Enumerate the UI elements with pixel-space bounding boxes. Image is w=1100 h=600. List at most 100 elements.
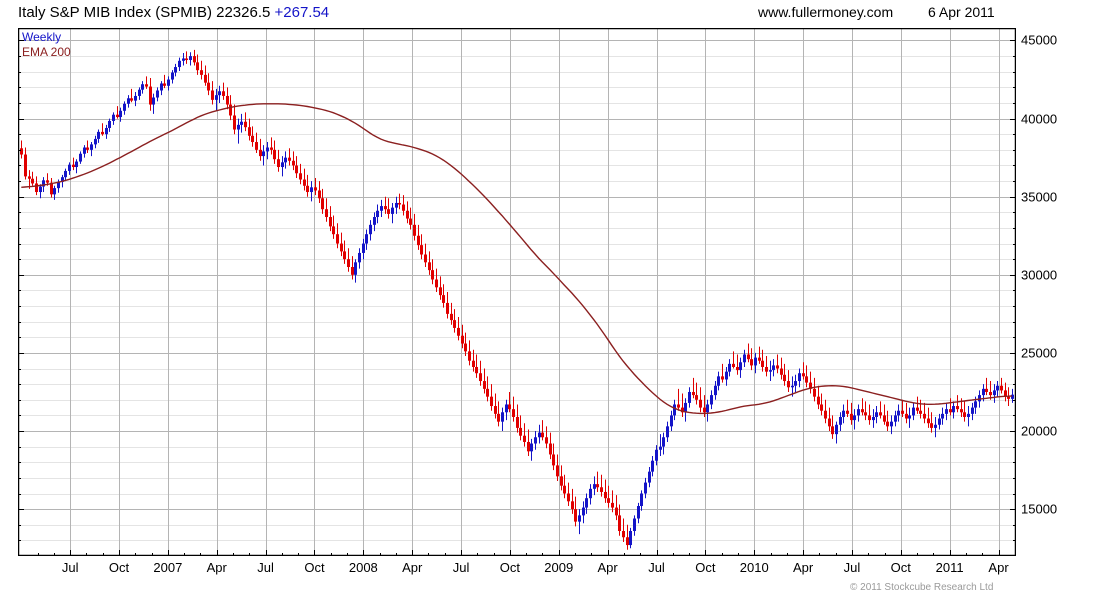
candle-body [83,147,86,154]
x-axis-labels: Jul Oct 2007 Apr Jul Oct 2008 Apr Jul Oct 2009 Apr J… [0,560,1100,580]
x-axis-tick-label: Apr [988,560,1009,575]
candle-body [813,388,816,397]
candle-body [985,388,988,392]
x-axis-tick-label: Oct [890,560,911,575]
y-axis-tick-label: 35000 [1021,189,1058,205]
candle-body [343,251,346,260]
x-axis-tick-label: 2011 [935,560,964,575]
candle-body [347,259,350,268]
candle-body [185,58,188,61]
y-axis-tick-label: 40000 [1021,111,1058,127]
candle-body [706,404,709,413]
candle-body [574,509,577,522]
candle-body [765,366,768,372]
x-axis-tick-label: Jul [843,560,861,575]
candle-body [233,115,236,130]
candle-body [68,164,71,171]
candle-body [79,153,82,162]
candle-body [839,416,842,425]
candle-body [640,493,643,507]
candle-body [930,423,933,428]
candle-body [527,441,530,452]
candle-body [284,157,287,163]
candle-body [875,412,878,417]
candle-body [273,149,276,160]
chart-header: Italy S&P MIB Index (SPMIB) 22326.5 +267… [0,0,1100,26]
candle-body [314,187,317,191]
candle-body [626,537,629,546]
candle-body [541,432,544,438]
candle-body [512,409,515,417]
candle-body [971,407,974,414]
candle-body [883,415,886,422]
candle-body [659,446,662,450]
candle-body [791,385,794,388]
candle-body [259,149,262,157]
candle-body [923,413,926,419]
candle-body [189,56,192,61]
x-axis-tick-label: Oct [108,560,130,575]
candle-body [761,360,764,367]
y-axis-tick-label: 25000 [1021,345,1058,361]
candle-body [380,206,383,211]
y-axis-tick-label: 45000 [1021,32,1058,48]
plot-area[interactable] [18,28,1016,556]
candlestick-series [20,49,1014,550]
candle-body [409,218,412,225]
candle-body [600,487,603,492]
x-axis-tick-label: Apr [597,560,618,575]
x-axis-tick-label: 2007 [153,560,183,575]
candle-body [809,382,812,389]
candle-body [794,381,797,386]
candle-body [75,161,78,168]
candle-body [105,127,108,135]
candle-body [956,406,959,410]
candle-body [442,295,445,303]
chart-date: 6 Apr 2011 [928,4,995,20]
candle-body [850,413,853,421]
candle-body [391,207,394,214]
plot-border [18,28,1016,556]
candle-body [457,327,460,336]
candle-body [277,159,280,168]
source-website[interactable]: www.fullermoney.com [758,4,894,20]
candle-body [919,410,922,414]
candle-body [714,385,717,396]
candle-body [934,424,937,428]
candle-body [222,91,225,96]
candle-body [226,95,229,105]
x-axis-tick-label: Jul [257,560,274,575]
candle-body [50,182,53,195]
candle-body [523,435,526,442]
candle-body [747,354,750,360]
candle-body [967,413,970,417]
candle-body [758,357,761,361]
candle-body [629,531,632,546]
candle-body [824,410,827,419]
candle-body [901,410,904,414]
candle-body [61,177,64,182]
candle-body [989,391,992,396]
candle-body [978,395,981,402]
candle-body [130,98,133,101]
candle-body [373,217,376,225]
y-axis-ticks [18,40,1016,541]
candle-body [149,86,152,105]
candle-body [310,187,313,193]
candle-body [508,404,511,410]
candle-body [490,396,493,407]
candle-body [615,507,618,516]
candle-body [464,343,467,352]
x-axis-tick-label: Oct [695,560,716,575]
candle-body [622,531,625,538]
candle-body [552,454,555,466]
y-axis-tick-label: 20000 [1021,423,1058,439]
candle-body [905,413,908,419]
candle-body [941,413,944,419]
title-text: Italy S&P MIB Index (SPMIB) 22326.5 [18,4,275,21]
candle-body [872,416,875,421]
candle-body [182,58,185,61]
y-axis-tick-label: 15000 [1021,501,1058,517]
candle-body [938,418,941,425]
